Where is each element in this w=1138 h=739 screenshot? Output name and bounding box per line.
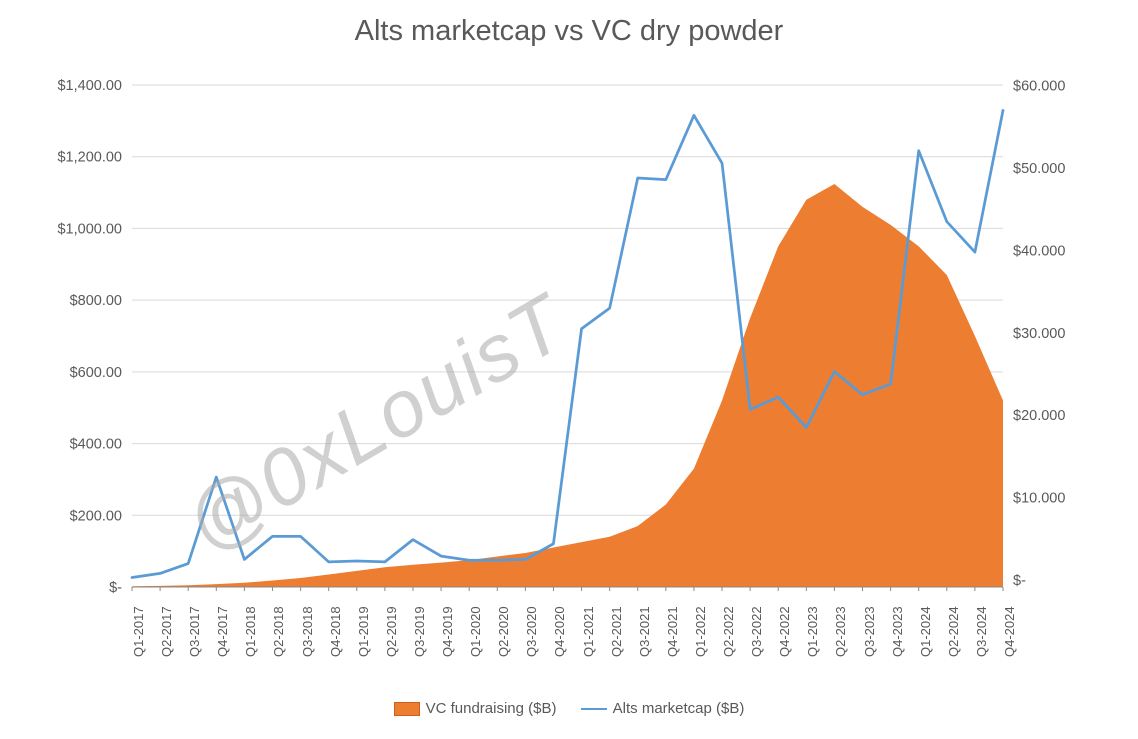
svg-text:$10.000: $10.000: [1013, 491, 1065, 507]
svg-text:$1,000.00: $1,000.00: [57, 221, 122, 237]
svg-text:$60.000: $60.000: [1013, 79, 1065, 95]
svg-text:$40.000: $40.000: [1013, 243, 1065, 259]
svg-text:$800.00: $800.00: [70, 293, 122, 309]
svg-text:$600.00: $600.00: [70, 365, 122, 381]
svg-text:$1,400.00: $1,400.00: [57, 78, 122, 94]
svg-text:$20.000: $20.000: [1013, 408, 1065, 424]
svg-text:$400.00: $400.00: [70, 437, 122, 453]
svg-text:$1,200.00: $1,200.00: [57, 150, 122, 166]
svg-text:$50.000: $50.000: [1013, 161, 1065, 177]
svg-text:$30.000: $30.000: [1013, 326, 1065, 342]
svg-text:$200.00: $200.00: [70, 508, 122, 524]
